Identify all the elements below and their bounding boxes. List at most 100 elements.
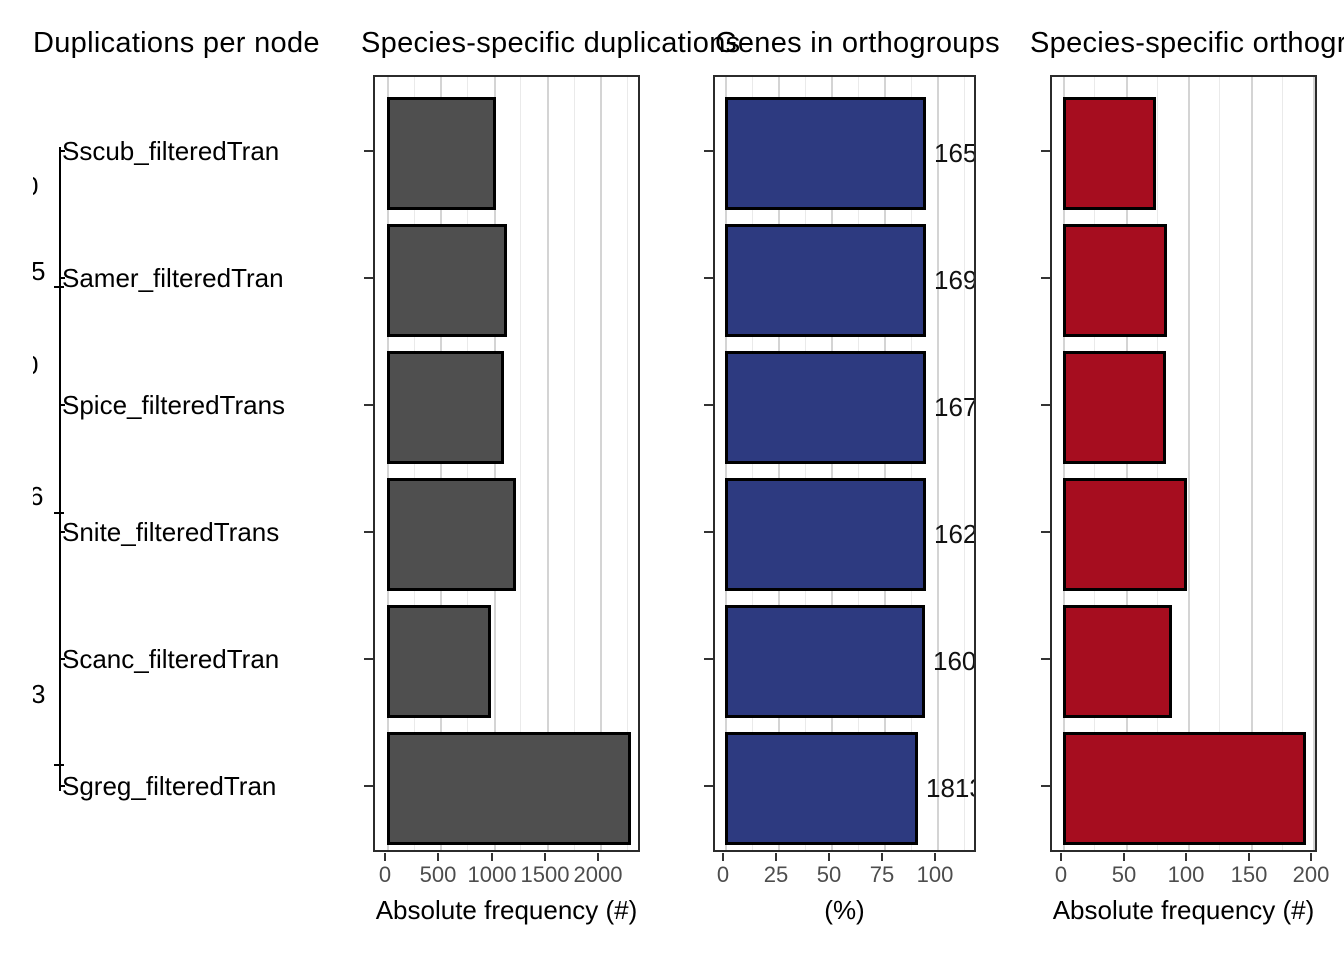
bar-value-label: 167 [934, 392, 976, 422]
x-axis-tick [881, 853, 883, 861]
tree-node-tick [54, 764, 64, 766]
tree-branch-stub [59, 404, 65, 406]
x-axis-tick-label: 0 [716, 862, 730, 887]
x-axis-tick-label: 1000 [467, 862, 517, 887]
x-axis-tick [828, 853, 830, 861]
bar-panel-1: 165 169 167 162 160 1813 [713, 75, 976, 852]
bar-Sscub_filteredTran [387, 97, 496, 210]
gridline-minor [573, 77, 575, 850]
x-axis-tick-label: 100 [916, 862, 954, 887]
bar-Sscub_filteredTran [725, 97, 926, 210]
x-axis-tick-label: 50 [816, 862, 842, 887]
x-axis-tick [1248, 853, 1250, 861]
tree-branch-stub [59, 150, 65, 152]
bar-Snite_filteredTrans [725, 478, 926, 591]
x-axis-tick-label: 0 [378, 862, 392, 887]
gridline-major [546, 77, 549, 850]
bar-Samer_filteredTran [725, 224, 926, 337]
tree-node-label-fragment: 0 [33, 350, 47, 381]
y-axis-tick [704, 658, 713, 660]
y-axis-tick [364, 404, 373, 406]
y-axis-tick [1041, 658, 1050, 660]
tree-branch-stub [59, 531, 65, 533]
y-axis-tick [704, 404, 713, 406]
bar-Spice_filteredTrans [1063, 351, 1166, 464]
gridline-minor [626, 77, 628, 850]
x-axis-tick [775, 853, 777, 861]
bar-Samer_filteredTran [1063, 224, 1167, 337]
tree-spine-line [59, 147, 61, 791]
y-axis-tick [1041, 150, 1050, 152]
bar-Sgreg_filteredTran [1063, 732, 1306, 845]
x-axis-tick [597, 853, 599, 861]
gridline-minor [520, 77, 522, 850]
x-axis-tick [437, 853, 439, 861]
tree-node-label-fragment: 5 [33, 256, 46, 286]
bar-value-label: 1813 [926, 773, 974, 803]
tree-tip-label: Spice_filteredTrans [62, 390, 286, 420]
x-axis-tick [722, 853, 724, 861]
tree-panel-title: Duplications per node [33, 27, 320, 59]
x-axis-tick [1185, 853, 1187, 861]
x-axis-tick-label: 100 [1167, 862, 1205, 887]
bar-panel-0 [373, 75, 640, 852]
bar-Snite_filteredTrans [387, 478, 516, 591]
x-axis-tick-label: 25 [763, 862, 789, 887]
tree-node-label-fragment: 3 [33, 679, 46, 709]
tree-tip-label: Snite_filteredTrans [62, 517, 280, 547]
x-axis-tick-label: 500 [419, 862, 457, 887]
x-axis-label: Absolute frequency (#) [1052, 895, 1315, 925]
x-axis-tick-label: 50 [1111, 862, 1137, 887]
bar-value-label: 169 [934, 265, 976, 295]
x-axis-tick [491, 853, 493, 861]
bar-Samer_filteredTran [387, 224, 507, 337]
gridline-major [937, 77, 939, 850]
genes-panel-title: Genes in orthogroups [715, 27, 1000, 59]
x-axis-tick-label: 150 [1230, 862, 1268, 887]
tree-node-tick [54, 286, 64, 288]
bar-value-label: 165 [934, 138, 976, 168]
tree-node-label-fragment: 0 [33, 171, 47, 202]
bar-value-label: 160 [933, 646, 976, 676]
x-axis-tick [1310, 853, 1312, 861]
bar-Sgreg_filteredTran [725, 732, 918, 845]
bar-Sgreg_filteredTran [387, 732, 631, 845]
x-axis-tick-label: 200 [1292, 862, 1330, 887]
y-axis-tick [704, 785, 713, 787]
gridline-minor [1219, 77, 1221, 850]
duplications-panel-title: Species-specific duplications [361, 27, 741, 59]
x-axis-tick-label: 1500 [520, 862, 570, 887]
bar-Snite_filteredTrans [1063, 478, 1187, 591]
bar-Scanc_filteredTran [725, 605, 925, 718]
bar-Sscub_filteredTran [1063, 97, 1156, 210]
gridline-minor [963, 77, 965, 850]
tree-tip-label: Samer_filteredTran [62, 263, 284, 293]
bar-Spice_filteredTrans [387, 351, 504, 464]
y-axis-tick [704, 277, 713, 279]
tree-node-tick [54, 512, 64, 514]
x-axis-tick-label: 0 [1054, 862, 1068, 887]
y-axis-tick [364, 531, 373, 533]
x-axis-tick [544, 853, 546, 861]
bar-panel-2 [1050, 75, 1317, 852]
gridline-major [1250, 77, 1253, 850]
gridline-major [1188, 77, 1190, 850]
y-axis-tick [1041, 531, 1050, 533]
x-axis-tick [1123, 853, 1125, 861]
y-axis-tick [364, 277, 373, 279]
tree-tip-label: Sgreg_filteredTran [62, 771, 277, 801]
y-axis-tick [364, 150, 373, 152]
tree-tip-label: Sscub_filteredTran [62, 136, 280, 166]
gridline-major [1313, 77, 1315, 850]
tree-branch-stub [59, 785, 65, 787]
y-axis-tick [704, 150, 713, 152]
orthogroups-panel-title: Species-specific orthogroups [1030, 27, 1344, 59]
y-axis-tick [364, 658, 373, 660]
x-axis-tick-label: 2000 [573, 862, 623, 887]
x-axis-tick [934, 853, 936, 861]
y-axis-tick [704, 531, 713, 533]
x-axis-label: (%) [824, 895, 865, 925]
bar-Scanc_filteredTran [387, 605, 491, 718]
y-axis-tick [364, 785, 373, 787]
